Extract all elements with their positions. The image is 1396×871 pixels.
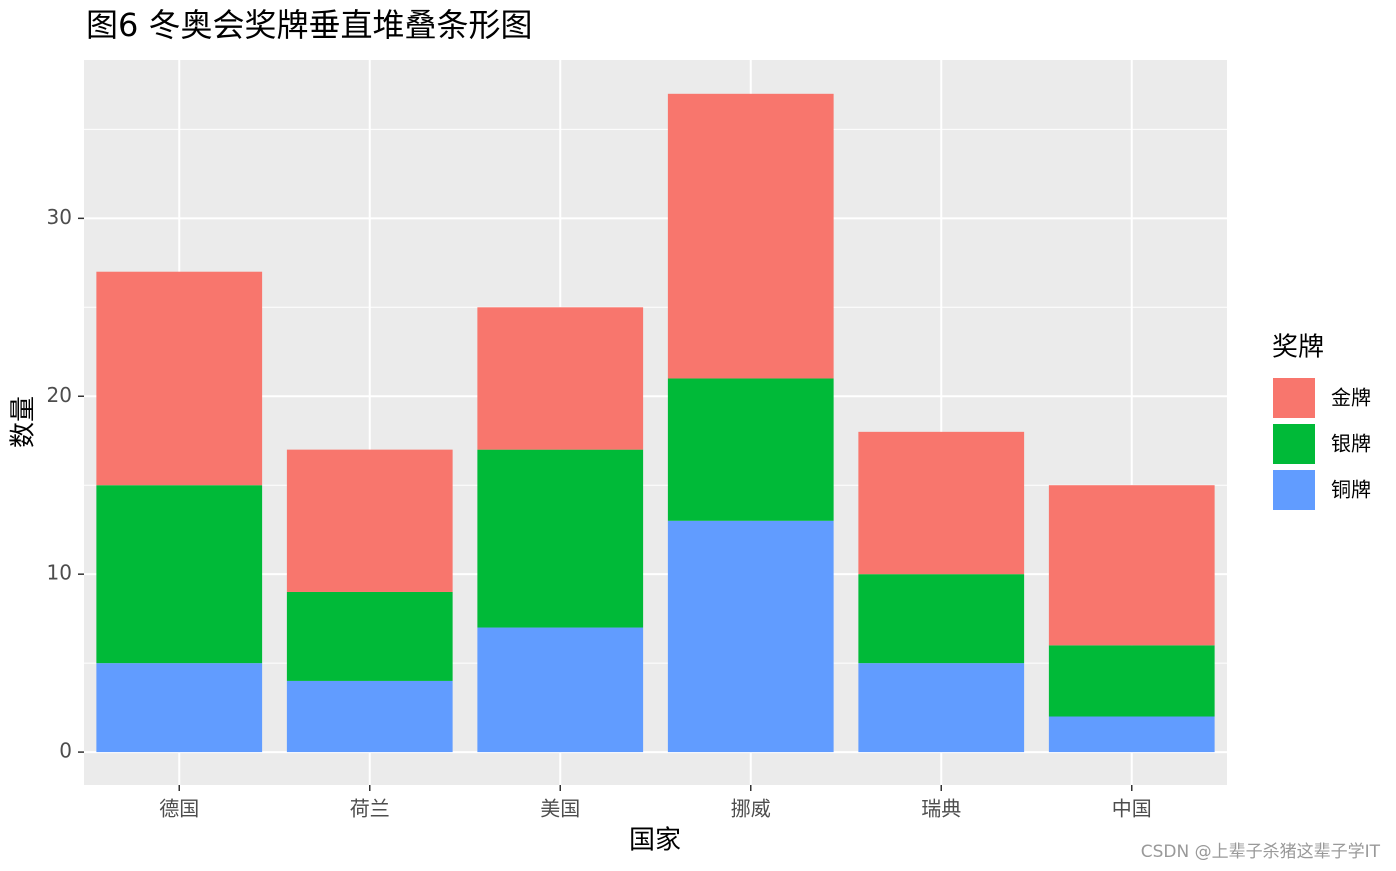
bar-segment [286,591,453,681]
bar-segment [286,449,453,592]
y-tick-label: 20 [47,383,72,407]
legend-label: 金牌 [1331,386,1371,410]
chart-title: 图6 冬奥会奖牌垂直堆叠条形图 [86,6,533,44]
bar-segment [667,93,834,379]
x-tick-label: 德国 [159,797,199,821]
bar-segment [1048,485,1215,646]
legend-key [1271,468,1317,512]
x-tick-label: 荷兰 [350,797,390,821]
y-tick-label: 10 [47,561,72,585]
bar-segment [858,574,1025,664]
bar-segment [667,378,834,521]
x-tick-label: 挪威 [731,797,771,821]
legend-key [1271,422,1317,466]
legend-label: 银牌 [1331,432,1371,456]
legend-title: 奖牌 [1272,333,1324,363]
legend-label: 铜牌 [1331,478,1371,502]
x-tick-label: 美国 [540,797,580,821]
y-tick-label: 0 [59,739,72,763]
watermark: CSDN @上辈子杀猪这辈子学IT [1141,842,1381,862]
bar-segment [96,663,263,753]
y-axis-label: 数量 [9,396,39,448]
bar-segment [667,520,834,753]
bar-segment [858,663,1025,753]
bar-segment [477,307,644,450]
bar-segment [96,485,263,664]
bar-segment [96,271,263,486]
bar-segment [858,431,1025,575]
x-tick-label: 中国 [1112,797,1152,821]
y-tick-label: 30 [47,205,72,229]
bar-segment [1048,716,1215,753]
bar-segment [286,680,453,753]
bar-segment [1048,645,1215,717]
x-tick-label: 瑞典 [921,797,961,821]
bar-segment [477,627,644,753]
panel [84,60,1227,785]
bar-segment [477,449,644,628]
x-axis-label: 国家 [629,826,681,856]
legend-key [1271,376,1317,420]
